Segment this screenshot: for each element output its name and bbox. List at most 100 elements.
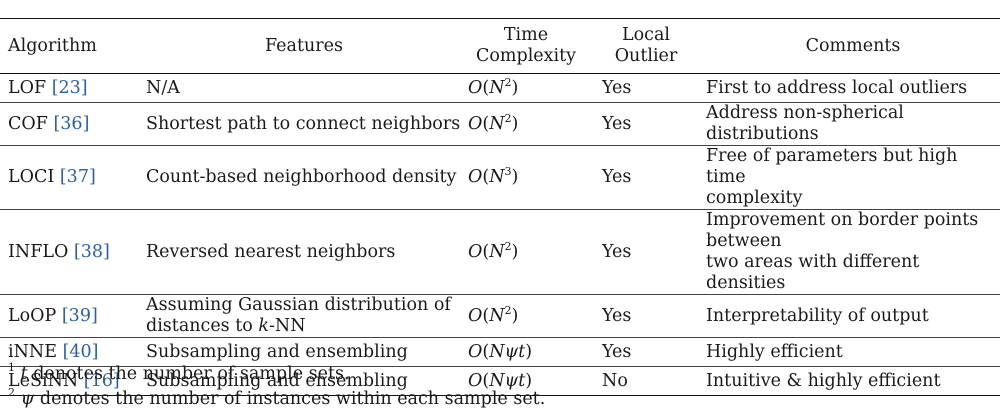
cell-features: Shortest path to connect neighbors (138, 102, 462, 146)
cell-local-outlier: Yes (590, 209, 702, 295)
cell-comments: Highly efficient (702, 337, 1000, 367)
algorithm-name: LOF (8, 77, 47, 98)
citation-link[interactable]: [38] (73, 241, 110, 262)
cell-algorithm: LOF [23] (0, 73, 138, 103)
complexity-func: O (468, 77, 483, 98)
algorithm-name: COF (8, 113, 48, 134)
cell-algorithm: LOCI [37] (0, 145, 138, 210)
cell-features: Subsampling and ensembling (138, 337, 462, 367)
cell-features: Reversed nearest neighbors (138, 209, 462, 295)
citation-link[interactable]: [39] (61, 305, 98, 326)
comment-line: Improvement on border points between (706, 210, 979, 251)
cell-comments: Free of parameters but high time complexi… (702, 145, 1000, 210)
header-algorithm: Algorithm (8, 35, 97, 56)
cell-features: Assuming Gaussian distribution of distanc… (138, 294, 462, 338)
complexity-exponent: 3 (504, 165, 512, 178)
feature-line: Assuming Gaussian distribution of (146, 295, 451, 315)
comment-line: Intuitive & highly efficient (706, 370, 941, 391)
feature-line: Shortest path to connect neighbors (146, 113, 461, 134)
k-symbol: k (258, 316, 269, 336)
cell-time-complexity: O(Nψt) (462, 366, 590, 396)
complexity-func: O (468, 341, 483, 362)
comment-line: complexity (706, 188, 803, 208)
cell-time-complexity: O(N2) (462, 102, 590, 146)
complexity-func: O (468, 305, 483, 326)
footnote-symbol: t (20, 364, 28, 384)
cell-algorithm: COF [36] (0, 102, 138, 146)
complexity-expression: O(N2) (468, 239, 519, 262)
footnote-symbol: ψ (20, 389, 35, 409)
table-row: COF [36] Shortest path to connect neighbo… (0, 102, 1000, 146)
feature-line: Reversed nearest neighbors (146, 241, 396, 262)
cell-local-outlier: No (590, 366, 702, 396)
complexity-func: O (468, 370, 483, 391)
algorithm-name: LoOP (8, 305, 57, 326)
header-local-outlier: Local Outlier (590, 19, 702, 74)
cell-features: Count-based neighborhood density (138, 145, 462, 210)
complexity-expression: O(N2) (468, 303, 519, 326)
complexity-expression: O(Nψt) (468, 370, 533, 391)
table-row: INFLO [38] Reversed nearest neighbors O(N2… (0, 209, 1000, 295)
complexity-arg: N (489, 113, 505, 134)
footnotes: 1 t denotes the number of sample sets. 2… (8, 362, 545, 412)
algorithm-name: LOCI (8, 167, 55, 187)
algorithm-name: LeSiNN (8, 370, 79, 391)
header-comments: Comments (805, 35, 901, 56)
table-header-row: Algorithm Features Time Complexity Local… (0, 18, 1000, 74)
complexity-func: O (468, 167, 483, 187)
citation-link[interactable]: [37] (59, 167, 96, 187)
footnote-mark: 1 (8, 361, 15, 374)
header-time-line2: Complexity (475, 46, 577, 66)
footnote-2: 2 ψ denotes the number of instances with… (8, 387, 545, 412)
comment-line: Highly efficient (706, 341, 843, 362)
cell-time-complexity: O(N2) (462, 73, 590, 103)
cell-time-complexity: O(Nψt) (462, 337, 590, 367)
cell-local-outlier: Yes (590, 73, 702, 103)
header-local-line2: Outlier (614, 46, 678, 66)
complexity-arg: Nψt (489, 341, 526, 362)
cell-time-complexity: O(N3) (462, 145, 590, 210)
cell-features: Subsampling and ensembling (138, 366, 462, 396)
cell-local-outlier: Yes (590, 337, 702, 367)
complexity-arg: N (489, 167, 505, 187)
footnote-mark: 2 (8, 386, 15, 399)
footnote-text: denotes the number of sample sets. (27, 364, 350, 384)
cell-algorithm: iNNE [40] (0, 337, 138, 367)
complexity-arg: N (489, 77, 505, 98)
citation-link[interactable]: [23] (51, 77, 88, 98)
complexity-arg: Nψt (489, 370, 526, 391)
footnote-1: 1 t denotes the number of sample sets. (8, 362, 545, 387)
complexity-expression: O(N2) (468, 111, 519, 134)
citation-link[interactable]: [40] (62, 341, 99, 362)
header-features: Features (265, 35, 343, 56)
cell-algorithm: LoOP [39] (0, 294, 138, 338)
complexity-exponent: 2 (504, 303, 512, 317)
cell-features: N/A (138, 73, 462, 103)
complexity-exponent: 2 (504, 75, 512, 89)
table-row: LoOP [39] Assuming Gaussian distribution … (0, 294, 1000, 338)
comment-line: Address non-spherical distributions (706, 103, 904, 144)
comment-line: Interpretability of output (706, 305, 929, 326)
table-row: iNNE [40] Subsampling and ensembling O(Nψt… (0, 337, 1000, 367)
complexity-func: O (468, 113, 483, 134)
header-time-line1: Time (503, 25, 549, 45)
cell-local-outlier: Yes (590, 145, 702, 210)
algorithm-comparison-table: Algorithm Features Time Complexity Local… (0, 18, 1000, 396)
table-row: LeSiNN [16] Subsampling and ensembling O(N… (0, 366, 1000, 396)
feature-line: Subsampling and ensembling (146, 370, 408, 391)
complexity-exponent: 2 (504, 239, 512, 253)
cell-time-complexity: O(N2) (462, 294, 590, 338)
cell-algorithm: INFLO [38] (0, 209, 138, 295)
table-row: LOCI [37] Count-based neighborhood densit… (0, 145, 1000, 210)
table-row: LOF [23] N/A O(N2) Yes First to address loca… (0, 73, 1000, 103)
citation-link[interactable]: [16] (83, 370, 120, 391)
citation-link[interactable]: [36] (53, 113, 90, 134)
complexity-arg: N (489, 305, 505, 326)
comment-line: two areas with different densities (706, 252, 920, 293)
cell-algorithm: LeSiNN [16] (0, 366, 138, 396)
feature-line: N/A (146, 77, 180, 98)
cell-comments: Address non-spherical distributions (702, 102, 1000, 146)
cell-local-outlier: Yes (590, 102, 702, 146)
algorithm-name: iNNE (8, 341, 57, 362)
